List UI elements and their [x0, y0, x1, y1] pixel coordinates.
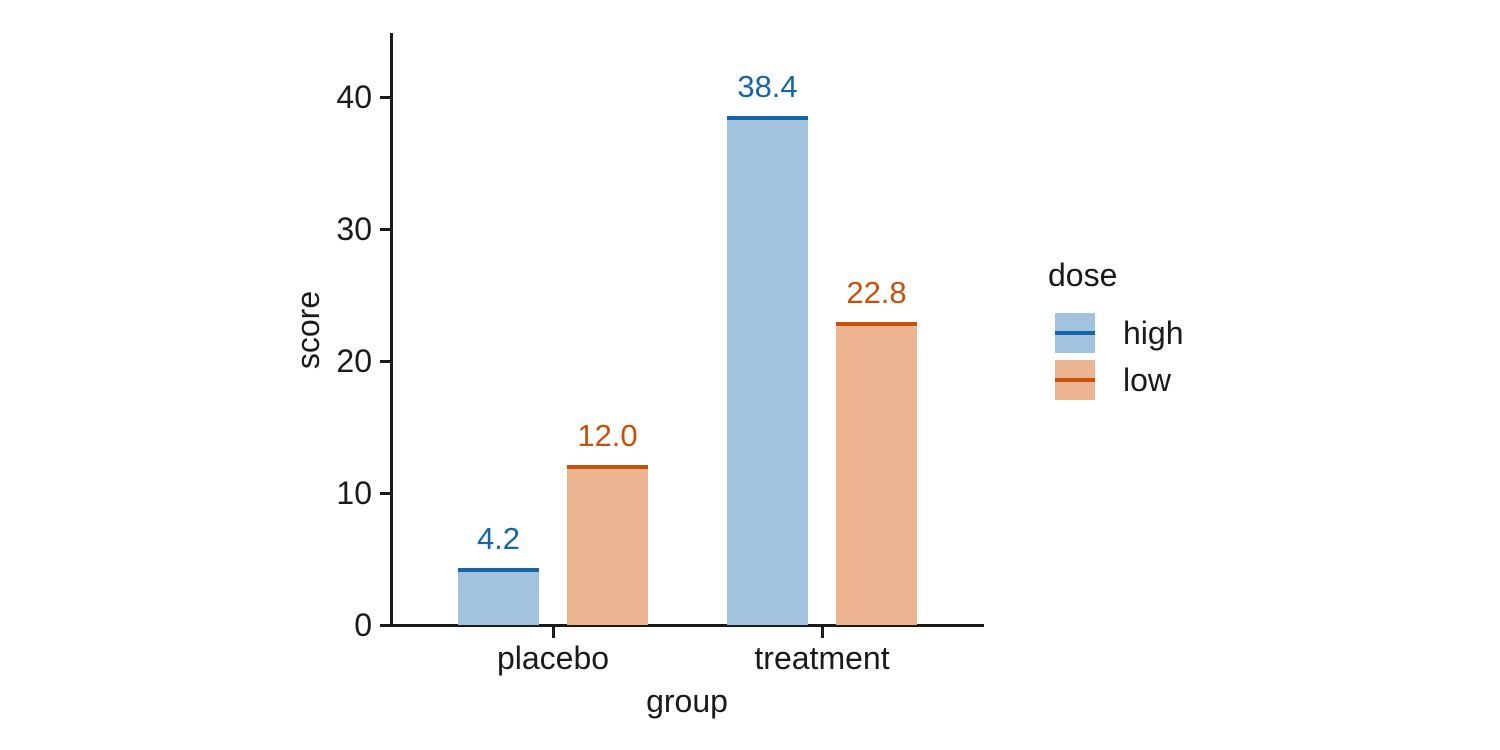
x-axis-title: group: [646, 683, 728, 719]
bar-value-placebo-high: 4.2: [476, 520, 521, 556]
bar-placebo-low: [567, 464, 648, 625]
y-tick-mark: [380, 95, 390, 99]
y-tick-label: 20: [336, 343, 372, 379]
bar-value-placebo-low: 12.0: [577, 417, 638, 453]
legend-label-low: low: [1123, 362, 1172, 398]
x-axis-line: [390, 624, 984, 627]
bar-value-treatment-low: 22.8: [846, 275, 907, 311]
y-tick-mark: [380, 623, 390, 627]
x-tick-label-treatment: treatment: [754, 640, 890, 676]
x-tick-label-placebo: placebo: [496, 640, 610, 676]
bar-placebo-high: [458, 567, 539, 625]
x-tick-mark: [551, 627, 555, 638]
y-tick-label: 0: [354, 607, 372, 643]
legend-swatch-line-low: [1055, 378, 1095, 382]
x-tick-mark: [820, 627, 824, 638]
y-tick-label: 10: [336, 475, 372, 511]
y-axis-title: score: [290, 290, 326, 370]
legend-swatch-low: [1055, 360, 1095, 400]
legend-label-high: high: [1123, 315, 1184, 351]
y-tick-mark: [380, 491, 390, 495]
y-tick-label: 30: [336, 211, 372, 247]
bar-treatment-high: [727, 116, 808, 625]
y-axis-line: [390, 33, 393, 627]
bar-value-treatment-high: 38.4: [737, 69, 798, 105]
y-tick-label: 40: [336, 79, 372, 115]
legend-swatch-high: [1055, 313, 1095, 353]
y-tick-mark: [380, 227, 390, 231]
y-tick-mark: [380, 359, 390, 363]
legend-swatch-line-high: [1055, 331, 1095, 335]
bar-treatment-low: [836, 322, 917, 625]
legend-title: dose: [1048, 257, 1118, 293]
